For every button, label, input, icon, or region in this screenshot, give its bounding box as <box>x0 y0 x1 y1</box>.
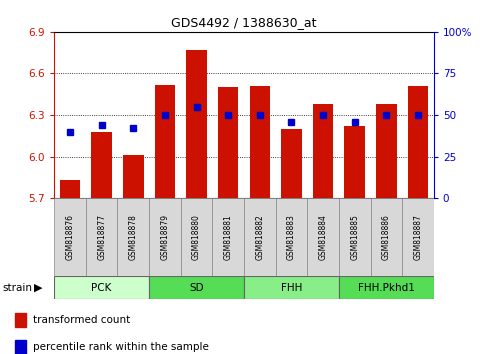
Text: GSM818887: GSM818887 <box>414 214 423 260</box>
Bar <box>376 104 397 198</box>
Text: GSM818881: GSM818881 <box>224 214 233 260</box>
Text: transformed count: transformed count <box>33 315 130 325</box>
Bar <box>15 313 27 327</box>
Bar <box>212 198 244 276</box>
Text: GSM818876: GSM818876 <box>66 214 74 260</box>
Bar <box>281 129 302 198</box>
Bar <box>313 104 333 198</box>
Bar <box>149 198 181 276</box>
Text: strain: strain <box>2 282 33 293</box>
Text: percentile rank within the sample: percentile rank within the sample <box>33 342 209 352</box>
Text: ▶: ▶ <box>34 282 42 293</box>
Bar <box>345 126 365 198</box>
Text: PCK: PCK <box>92 282 112 293</box>
Bar <box>339 198 371 276</box>
Bar <box>244 276 339 299</box>
Bar <box>339 276 434 299</box>
Bar <box>186 50 207 198</box>
Text: GSM818883: GSM818883 <box>287 214 296 260</box>
Bar <box>54 276 149 299</box>
Text: GSM818877: GSM818877 <box>97 214 106 260</box>
Bar <box>244 198 276 276</box>
Text: GSM818878: GSM818878 <box>129 214 138 260</box>
Bar <box>371 198 402 276</box>
Bar <box>15 340 27 354</box>
Text: GSM818885: GSM818885 <box>350 214 359 260</box>
Bar <box>402 198 434 276</box>
Bar <box>149 276 244 299</box>
Bar <box>276 198 307 276</box>
Text: FHH: FHH <box>281 282 302 293</box>
Bar <box>54 198 86 276</box>
Bar <box>181 198 212 276</box>
Bar <box>155 85 175 198</box>
Text: FHH.Pkhd1: FHH.Pkhd1 <box>358 282 415 293</box>
Bar <box>218 87 239 198</box>
Title: GDS4492 / 1388630_at: GDS4492 / 1388630_at <box>171 16 317 29</box>
Bar <box>408 86 428 198</box>
Text: GSM818882: GSM818882 <box>255 214 264 260</box>
Bar <box>123 155 143 198</box>
Bar <box>91 132 112 198</box>
Text: GSM818886: GSM818886 <box>382 214 391 260</box>
Bar <box>60 180 80 198</box>
Text: GSM818879: GSM818879 <box>160 214 170 260</box>
Text: GSM818884: GSM818884 <box>318 214 328 260</box>
Bar <box>307 198 339 276</box>
Text: SD: SD <box>189 282 204 293</box>
Bar <box>86 198 117 276</box>
Text: GSM818880: GSM818880 <box>192 214 201 260</box>
Bar <box>249 86 270 198</box>
Bar <box>117 198 149 276</box>
